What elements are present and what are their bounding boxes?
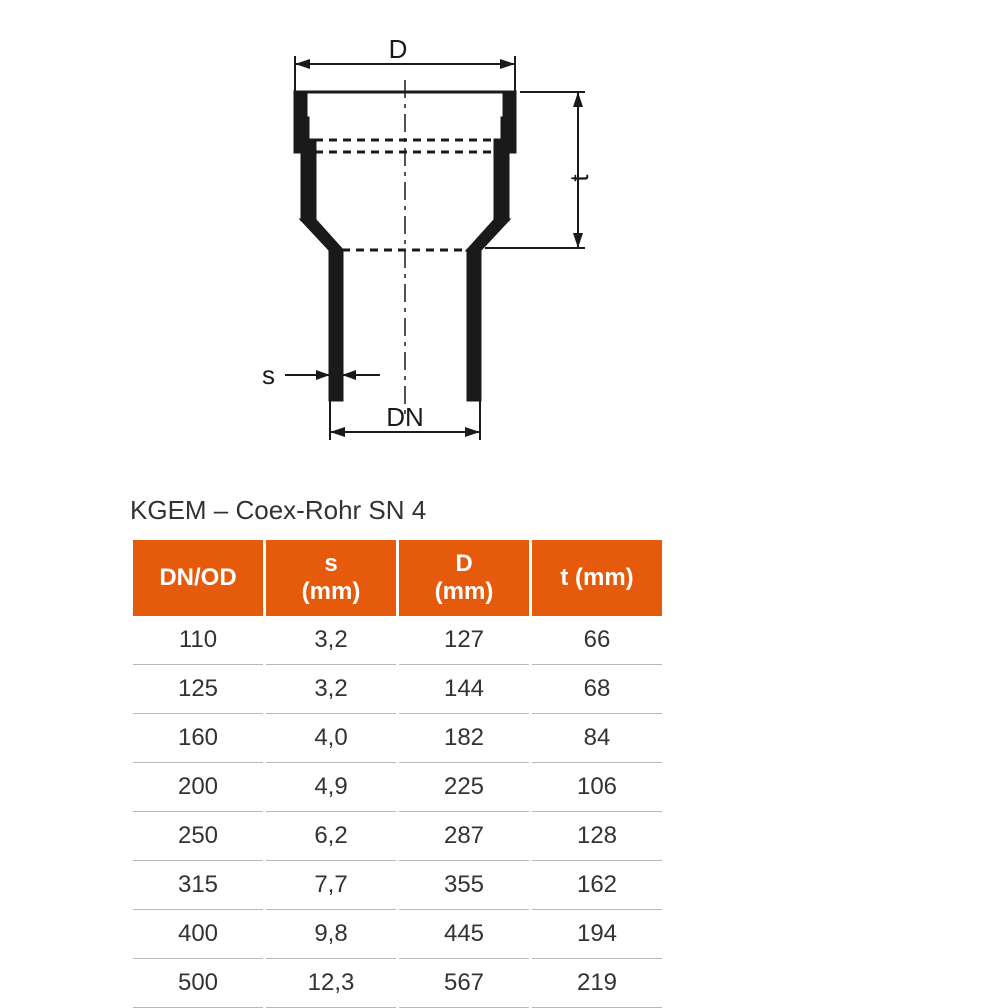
table-cell: 7,7 [266, 861, 396, 910]
table-cell: 128 [532, 812, 662, 861]
table-row: 50012,3567219 [133, 959, 662, 1008]
table-cell: 567 [399, 959, 529, 1008]
table-cell: 68 [532, 665, 662, 714]
pipe-diagram: D t [190, 40, 690, 450]
table-cell: 182 [399, 714, 529, 763]
table-cell: 106 [532, 763, 662, 812]
table-cell: 12,3 [266, 959, 396, 1008]
spec-table: DN/OD s (mm) D (mm) t (mm) 1103,21276612… [130, 540, 665, 1008]
table-cell: 9,8 [266, 910, 396, 959]
table-cell: 194 [532, 910, 662, 959]
table-cell: 162 [532, 861, 662, 910]
table-row: 1103,212766 [133, 616, 662, 665]
table-cell: 200 [133, 763, 263, 812]
table-row: 3157,7355162 [133, 861, 662, 910]
table-cell: 4,9 [266, 763, 396, 812]
table-cell: 287 [399, 812, 529, 861]
label-t: t [564, 174, 594, 182]
table-cell: 445 [399, 910, 529, 959]
table-header-row: DN/OD s (mm) D (mm) t (mm) [133, 540, 662, 616]
table-cell: 225 [399, 763, 529, 812]
label-DN: DN [386, 402, 424, 432]
table-cell: 500 [133, 959, 263, 1008]
col-D: D (mm) [399, 540, 529, 616]
table-cell: 160 [133, 714, 263, 763]
table-row: 1253,214468 [133, 665, 662, 714]
table-cell: 6,2 [266, 812, 396, 861]
table-cell: 66 [532, 616, 662, 665]
table-cell: 219 [532, 959, 662, 1008]
table-row: 2506,2287128 [133, 812, 662, 861]
table-cell: 400 [133, 910, 263, 959]
label-s: s [262, 360, 275, 390]
table-row: 1604,018284 [133, 714, 662, 763]
table-cell: 315 [133, 861, 263, 910]
table-cell: 250 [133, 812, 263, 861]
table-cell: 125 [133, 665, 263, 714]
table-cell: 84 [532, 714, 662, 763]
col-s: s (mm) [266, 540, 396, 616]
table-title: KGEM – Coex-Rohr SN 4 [130, 495, 426, 526]
label-D: D [389, 40, 408, 64]
table-row: 2004,9225106 [133, 763, 662, 812]
table-cell: 144 [399, 665, 529, 714]
table-cell: 110 [133, 616, 263, 665]
table-cell: 3,2 [266, 665, 396, 714]
col-dn-od: DN/OD [133, 540, 263, 616]
table-cell: 4,0 [266, 714, 396, 763]
col-t: t (mm) [532, 540, 662, 616]
table-cell: 355 [399, 861, 529, 910]
table-cell: 3,2 [266, 616, 396, 665]
table-cell: 127 [399, 616, 529, 665]
table-row: 4009,8445194 [133, 910, 662, 959]
